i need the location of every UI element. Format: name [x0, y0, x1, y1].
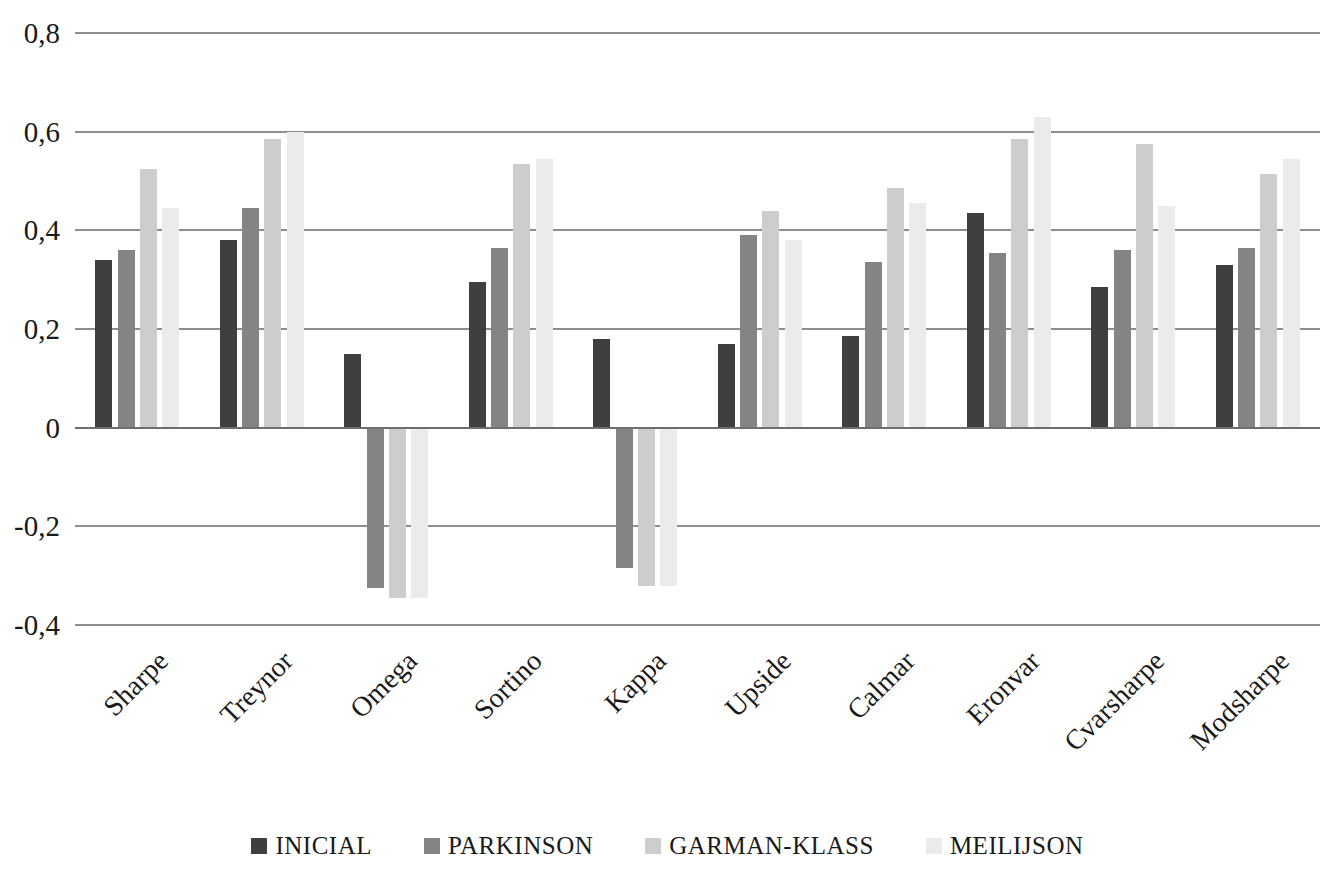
bar-inicial-eronvar: [967, 213, 984, 428]
bar-garman-klass-sortino: [513, 164, 530, 428]
bar-parkinson-treynor: [242, 208, 259, 428]
plot-area: [75, 33, 1320, 625]
bar-parkinson-omega: [367, 428, 384, 588]
bar-meilijson-omega: [411, 428, 428, 598]
category-label-treynor: Treynor: [214, 645, 300, 731]
bar-meilijson-sortino: [536, 159, 553, 428]
legend-item-parkinson: PARKINSON: [424, 832, 593, 860]
gridline: [75, 131, 1320, 133]
bar-meilijson-upside: [785, 240, 802, 427]
category-label-omega: Omega: [344, 645, 424, 725]
y-tick-label: 0,8: [0, 18, 60, 48]
bar-garman-klass-omega: [389, 428, 406, 598]
bar-inicial-omega: [344, 354, 361, 428]
y-tick-label: -0,4: [0, 610, 60, 640]
bar-parkinson-sharpe: [118, 250, 135, 428]
category-label-calmar: Calmar: [841, 645, 922, 726]
bar-inicial-treynor: [220, 240, 237, 427]
gridline: [75, 525, 1320, 527]
bar-inicial-upside: [718, 344, 735, 428]
y-tick-label: 0,2: [0, 314, 60, 344]
bar-inicial-calmar: [842, 336, 859, 427]
legend-item-meilijson: MEILIJSON: [926, 832, 1084, 860]
gridline: [75, 328, 1320, 330]
y-tick-label: 0,6: [0, 117, 60, 147]
category-label-modsharpe: Modsharpe: [1184, 645, 1296, 757]
category-label-sortino: Sortino: [467, 645, 548, 726]
bar-inicial-kappa: [593, 339, 610, 428]
bar-garman-klass-calmar: [887, 188, 904, 427]
bar-inicial-sortino: [469, 282, 486, 428]
legend-swatch-icon: [645, 838, 661, 854]
legend-label: INICIAL: [275, 832, 372, 860]
bar-parkinson-calmar: [865, 262, 882, 427]
bar-meilijson-treynor: [287, 132, 304, 428]
bar-parkinson-kappa: [616, 428, 633, 569]
bar-meilijson-kappa: [660, 428, 677, 586]
bar-parkinson-eronvar: [989, 253, 1006, 428]
bar-meilijson-eronvar: [1034, 117, 1051, 428]
legend-swatch-icon: [926, 838, 942, 854]
bar-inicial-cvarsharpe: [1091, 287, 1108, 428]
gridline: [75, 624, 1320, 626]
gridline: [75, 229, 1320, 231]
bar-meilijson-sharpe: [162, 208, 179, 428]
y-tick-label: -0,2: [0, 511, 60, 541]
bar-meilijson-modsharpe: [1283, 159, 1300, 428]
gridline: [75, 32, 1320, 34]
bar-garman-klass-kappa: [638, 428, 655, 586]
bar-garman-klass-sharpe: [140, 169, 157, 428]
bar-inicial-modsharpe: [1216, 265, 1233, 428]
category-label-upside: Upside: [719, 645, 798, 724]
legend-item-garman-klass: GARMAN-KLASS: [645, 832, 874, 860]
category-label-cvarsharpe: Cvarsharpe: [1058, 645, 1171, 758]
legend-label: GARMAN-KLASS: [669, 832, 874, 860]
bar-garman-klass-eronvar: [1011, 139, 1028, 428]
zero-axis-line: [75, 427, 1320, 429]
legend-label: MEILIJSON: [950, 832, 1084, 860]
legend-swatch-icon: [251, 838, 267, 854]
category-label-kappa: Kappa: [599, 645, 673, 719]
legend-label: PARKINSON: [448, 832, 593, 860]
bar-parkinson-upside: [740, 235, 757, 427]
category-label-eronvar: Eronvar: [960, 645, 1046, 731]
bar-garman-klass-upside: [762, 211, 779, 428]
legend: INICIAL PARKINSON GARMAN-KLASS MEILIJSON: [0, 832, 1335, 860]
bar-meilijson-calmar: [909, 203, 926, 427]
bar-parkinson-modsharpe: [1238, 248, 1255, 428]
bar-parkinson-sortino: [491, 248, 508, 428]
bar-inicial-sharpe: [95, 260, 112, 428]
bar-garman-klass-modsharpe: [1260, 174, 1277, 428]
bar-garman-klass-treynor: [264, 139, 281, 428]
category-label-sharpe: Sharpe: [97, 645, 175, 723]
bar-chart: INICIAL PARKINSON GARMAN-KLASS MEILIJSON 0,…: [0, 0, 1335, 892]
bar-parkinson-cvarsharpe: [1114, 250, 1131, 428]
y-tick-label: 0: [0, 413, 60, 443]
legend-item-inicial: INICIAL: [251, 832, 372, 860]
bar-garman-klass-cvarsharpe: [1136, 144, 1153, 428]
bar-meilijson-cvarsharpe: [1158, 206, 1175, 428]
y-tick-label: 0,4: [0, 215, 60, 245]
legend-swatch-icon: [424, 838, 440, 854]
